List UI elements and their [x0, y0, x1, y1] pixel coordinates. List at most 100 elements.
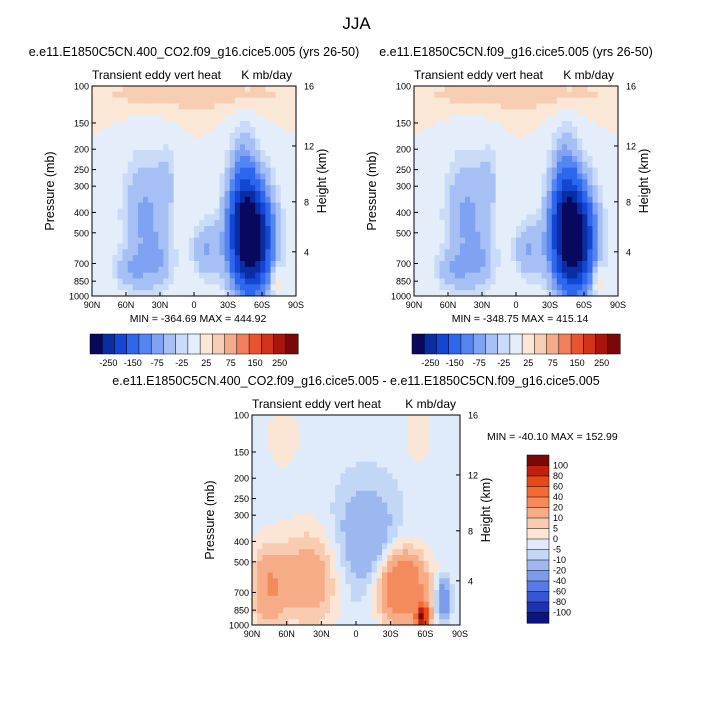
heatmap-cell — [285, 290, 292, 297]
colorbar — [526, 454, 550, 624]
heatmap-cell — [465, 150, 471, 157]
heatmap-cell — [163, 231, 169, 239]
heatmap-cell — [567, 290, 573, 297]
heatmap-cell — [252, 566, 258, 573]
heatmap-cell — [204, 91, 210, 99]
heatmap-cell — [173, 243, 180, 250]
heatmap-cell — [245, 266, 251, 274]
heatmap-cell — [475, 237, 481, 244]
heatmap-cell — [122, 208, 129, 215]
heatmap-cell — [602, 91, 609, 99]
heatmap-cell — [270, 196, 276, 204]
heatmap-cell — [314, 607, 320, 614]
heatmap-cell — [314, 549, 320, 556]
heatmap-cell — [449, 595, 456, 603]
heatmap-cell — [418, 455, 424, 463]
heatmap-cell — [521, 173, 527, 180]
heatmap-cell — [454, 243, 461, 250]
heatmap-cell — [413, 502, 419, 509]
y-right-tick-label: 12 — [468, 470, 478, 480]
heatmap-cell — [163, 115, 169, 122]
heatmap-cell — [92, 202, 98, 209]
heatmap-cell — [592, 214, 598, 221]
heatmap-cell — [376, 485, 383, 492]
heatmap-cell — [444, 560, 450, 568]
heatmap-cell — [414, 290, 420, 297]
heatmap-cell — [612, 231, 619, 239]
heatmap-cell — [444, 214, 451, 221]
heatmap-cell — [556, 150, 563, 157]
heatmap-cell — [219, 255, 225, 262]
heatmap-cell — [290, 144, 297, 151]
heatmap-cell — [556, 278, 563, 285]
heatmap-cell — [546, 237, 553, 244]
heatmap-cell — [612, 156, 619, 163]
heatmap-cell — [285, 226, 292, 233]
heatmap-cell — [283, 502, 289, 509]
heatmap-cell — [102, 196, 108, 204]
heatmap-cell — [288, 479, 294, 486]
heatmap-cell — [587, 290, 593, 297]
heatmap-cell — [309, 531, 315, 538]
heatmap-cell — [495, 185, 502, 192]
heatmap-cell — [546, 261, 553, 268]
heatmap-cell — [454, 601, 461, 608]
heatmap-cell — [465, 255, 471, 262]
heatmap-cell — [132, 226, 139, 233]
heatmap-cell — [495, 284, 502, 291]
heatmap-cell — [597, 226, 604, 233]
heatmap-cell — [454, 578, 461, 585]
heatmap-cell — [335, 444, 341, 451]
heatmap-cell — [278, 572, 284, 579]
heatmap-cell — [490, 138, 496, 145]
heatmap-cell — [209, 255, 215, 262]
heatmap-cell — [592, 290, 598, 297]
heatmap-cell — [428, 601, 435, 608]
heatmap-cell — [531, 185, 537, 192]
heatmap-cell — [419, 144, 425, 151]
heatmap-cell — [194, 167, 200, 174]
heatmap-cell — [490, 231, 496, 239]
heatmap-cell — [444, 415, 450, 422]
heatmap-cell — [234, 237, 241, 244]
heatmap-cell — [252, 444, 258, 451]
heatmap-cell — [572, 226, 578, 233]
heatmap-cell — [319, 467, 326, 474]
heatmap-cell — [366, 601, 372, 608]
heatmap-cell — [439, 278, 445, 285]
heatmap-cell — [153, 185, 159, 192]
heatmap-cell — [178, 255, 185, 262]
heatmap-cell — [531, 249, 537, 256]
heatmap-cell — [304, 508, 310, 515]
heatmap-cell — [283, 485, 289, 492]
heatmap-cell — [293, 444, 300, 451]
heatmap-cell — [143, 243, 149, 250]
heatmap-cell — [414, 243, 420, 250]
heatmap-cell — [340, 514, 346, 521]
heatmap-cell — [439, 208, 445, 215]
heatmap-cell — [97, 272, 103, 279]
heatmap-cell — [505, 109, 512, 116]
heatmap-cell — [350, 461, 357, 468]
heatmap-cell — [278, 467, 284, 474]
heatmap-cell — [194, 132, 200, 139]
heatmap-cell — [143, 214, 149, 221]
heatmap-cell — [194, 86, 200, 93]
heatmap-cell — [500, 226, 507, 233]
heatmap-cell — [173, 255, 180, 262]
heatmap-cell — [163, 109, 169, 116]
colorbar-swatch — [526, 465, 550, 477]
heatmap-cell — [178, 191, 185, 198]
heatmap-cell — [454, 461, 461, 468]
heatmap-cell — [521, 226, 527, 233]
heatmap-cell — [278, 560, 284, 568]
heatmap-cell — [495, 266, 502, 274]
heatmap-cell — [285, 161, 292, 169]
heatmap-cell — [572, 161, 578, 169]
heatmap-cell — [285, 272, 292, 279]
heatmap-cell — [429, 126, 435, 134]
heatmap-cell — [434, 432, 440, 439]
heatmap-cell — [265, 243, 271, 250]
heatmap-cell — [551, 161, 558, 169]
heatmap-cell — [117, 161, 123, 169]
